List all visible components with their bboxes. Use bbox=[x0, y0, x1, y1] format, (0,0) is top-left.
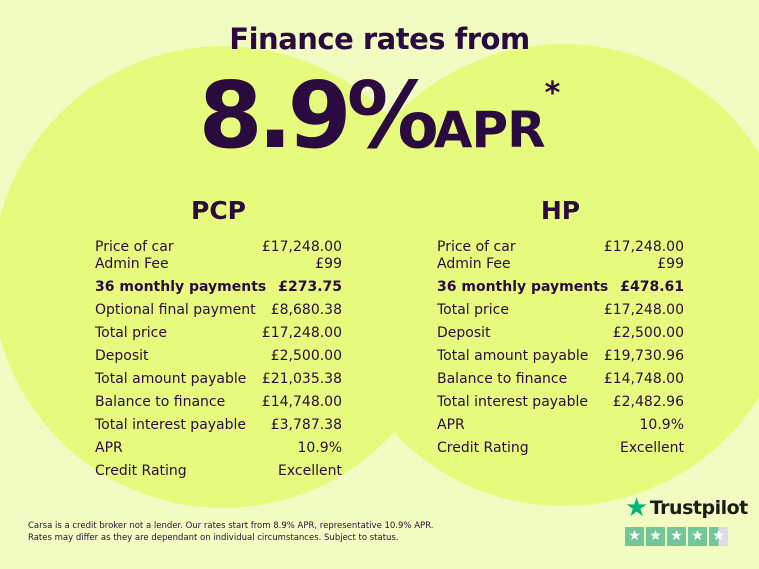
row-label: Total interest payable bbox=[437, 394, 589, 410]
row-label: Price of car bbox=[437, 239, 516, 255]
table-row: APR 10.9% bbox=[95, 440, 342, 457]
table-row: Total amount payable £19,730.96 bbox=[437, 348, 684, 365]
rate-asterisk: * bbox=[544, 76, 561, 111]
row-label: Total interest payable bbox=[95, 417, 247, 433]
table-row: Total interest payable £2,482.96 bbox=[437, 394, 684, 411]
trustpilot-rating: ★ ★ ★ ★ ★ bbox=[625, 527, 748, 546]
row-label: APR bbox=[95, 440, 123, 456]
table-row: Balance to finance £14,748.00 bbox=[437, 371, 684, 388]
table-row: Credit Rating Excellent bbox=[95, 463, 342, 480]
table-row: Price of car £17,248.00 bbox=[437, 239, 684, 256]
rate-unit: APR bbox=[433, 101, 546, 159]
table-row: Total price £17,248.00 bbox=[437, 302, 684, 319]
background-circle-right bbox=[332, 44, 759, 506]
table-row: Deposit £2,500.00 bbox=[95, 348, 342, 365]
table-row: Credit Rating Excellent bbox=[437, 440, 684, 457]
row-value: £478.61 bbox=[620, 279, 684, 295]
row-label: Credit Rating bbox=[437, 440, 529, 456]
row-value: £14,748.00 bbox=[261, 394, 342, 410]
row-value: £3,787.38 bbox=[270, 417, 342, 433]
row-value: £99 bbox=[657, 256, 684, 272]
table-row: Total amount payable £21,035.38 bbox=[95, 371, 342, 388]
row-label: 36 monthly payments bbox=[95, 279, 267, 295]
row-label: Total amount payable bbox=[437, 348, 589, 364]
rating-star-icon: ★ bbox=[667, 527, 686, 546]
row-label: Credit Rating bbox=[95, 463, 187, 479]
row-value: £19,730.96 bbox=[603, 348, 684, 364]
row-value: £17,248.00 bbox=[261, 239, 342, 255]
row-value: £2,500.00 bbox=[612, 325, 684, 341]
trustpilot-star-icon: ★ bbox=[625, 493, 648, 523]
table-row: Total interest payable £3,787.38 bbox=[95, 417, 342, 434]
row-label: 36 monthly payments bbox=[437, 279, 609, 295]
headline: Finance rates from bbox=[229, 22, 530, 56]
row-value: 10.9% bbox=[297, 440, 342, 456]
table-row: Price of car £17,248.00 bbox=[95, 239, 342, 256]
table-row: Admin Fee £99 bbox=[95, 256, 342, 273]
rating-star-icon: ★ bbox=[688, 527, 707, 546]
disclaimer-line: Carsa is a credit broker not a lender. O… bbox=[28, 521, 434, 531]
hp-table: HP Price of car £17,248.00 Admin Fee £99 36 … bbox=[437, 196, 684, 463]
row-label: Deposit bbox=[437, 325, 491, 341]
row-value: £99 bbox=[315, 256, 342, 272]
pcp-table: PCP Price of car £17,248.00 Admin Fee £99 36… bbox=[95, 196, 342, 486]
row-value: £14,748.00 bbox=[603, 371, 684, 387]
disclaimer-line: Rates may differ as they are dependant o… bbox=[28, 533, 399, 543]
rating-star-icon: ★ bbox=[709, 527, 728, 546]
table-row: Admin Fee £99 bbox=[437, 256, 684, 273]
apr-rate: 8.9%APR* bbox=[0, 62, 759, 169]
trustpilot-badge[interactable]: ★ Trustpilot ★ ★ ★ ★ ★ bbox=[625, 493, 748, 546]
row-label: Optional final payment bbox=[95, 302, 256, 318]
row-value: £8,680.38 bbox=[270, 302, 342, 318]
row-value: £2,500.00 bbox=[270, 348, 342, 364]
hp-title: HP bbox=[540, 196, 581, 225]
table-row: 36 monthly payments £478.61 bbox=[437, 279, 684, 296]
table-row: Deposit £2,500.00 bbox=[437, 325, 684, 342]
row-value: Excellent bbox=[278, 463, 342, 479]
table-row: Total price £17,248.00 bbox=[95, 325, 342, 342]
row-value: £273.75 bbox=[278, 279, 342, 295]
table-row: Balance to finance £14,748.00 bbox=[95, 394, 342, 411]
row-label: Admin Fee bbox=[95, 256, 169, 272]
row-label: Total amount payable bbox=[95, 371, 247, 387]
row-value: £17,248.00 bbox=[261, 325, 342, 341]
rate-value: 8.9% bbox=[198, 62, 439, 169]
table-row: 36 monthly payments £273.75 bbox=[95, 279, 342, 296]
row-label: Total price bbox=[95, 325, 167, 341]
rating-star-icon: ★ bbox=[625, 527, 644, 546]
row-value: £21,035.38 bbox=[261, 371, 342, 387]
table-row: Optional final payment £8,680.38 bbox=[95, 302, 342, 319]
row-label: Balance to finance bbox=[95, 394, 226, 410]
row-label: Deposit bbox=[95, 348, 149, 364]
row-value: £2,482.96 bbox=[612, 394, 684, 410]
table-row: APR 10.9% bbox=[437, 417, 684, 434]
row-label: APR bbox=[437, 417, 465, 433]
row-value: Excellent bbox=[620, 440, 684, 456]
disclaimer: Carsa is a credit broker not a lender. O… bbox=[28, 520, 433, 544]
row-label: Admin Fee bbox=[437, 256, 511, 272]
row-value: £17,248.00 bbox=[603, 239, 684, 255]
row-value: £17,248.00 bbox=[603, 302, 684, 318]
row-value: 10.9% bbox=[639, 417, 684, 433]
trustpilot-name: Trustpilot bbox=[649, 497, 748, 519]
rating-star-icon: ★ bbox=[646, 527, 665, 546]
row-label: Price of car bbox=[95, 239, 174, 255]
row-label: Balance to finance bbox=[437, 371, 568, 387]
row-label: Total price bbox=[437, 302, 509, 318]
pcp-title: PCP bbox=[191, 196, 246, 225]
